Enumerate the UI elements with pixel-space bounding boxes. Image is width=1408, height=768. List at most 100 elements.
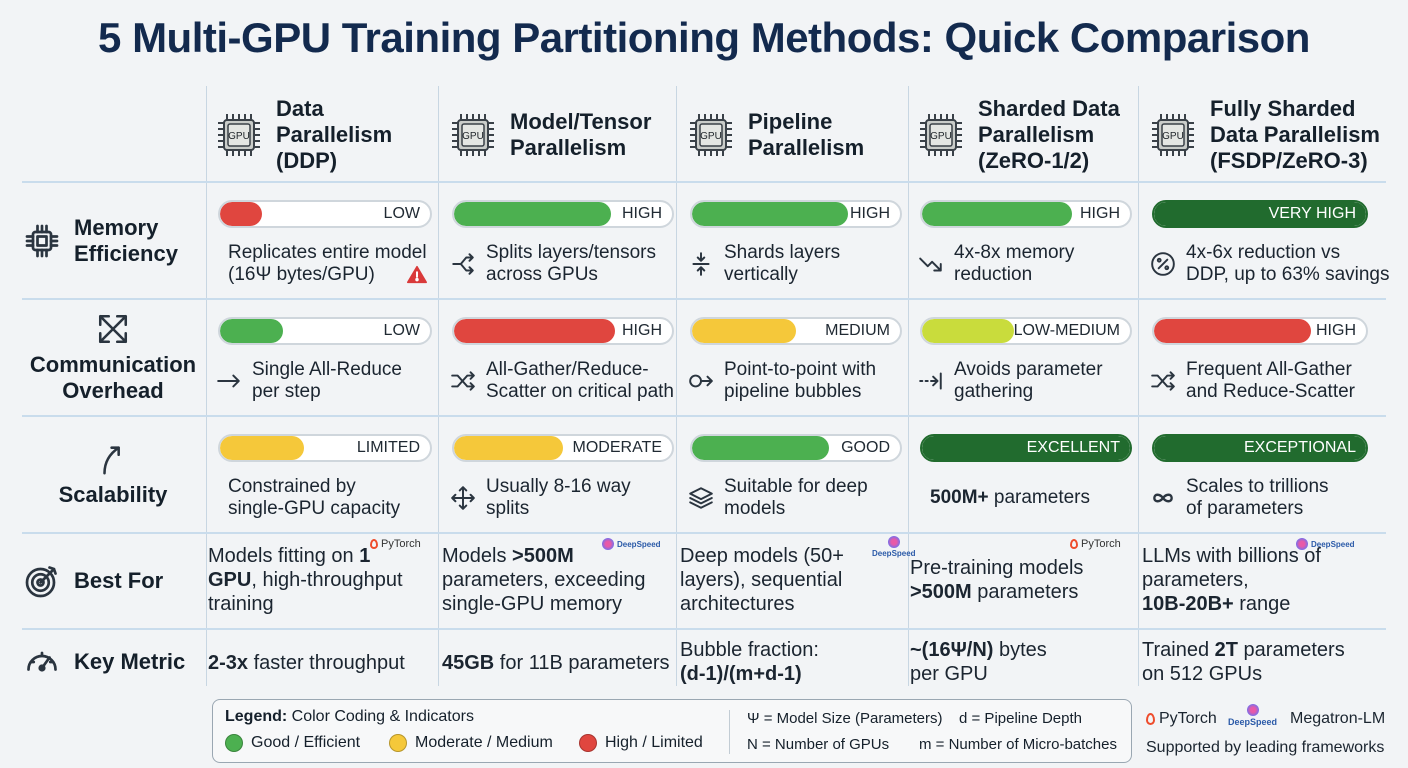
legend: Legend: Color Coding & Indicators Good /…: [212, 699, 1132, 763]
scalability-level-bar: GOOD: [690, 434, 902, 462]
bar-label: MODERATE: [572, 439, 662, 456]
key-metric-cell: 2-3x faster throughput: [208, 652, 405, 674]
svg-text:GPU: GPU: [1162, 131, 1184, 142]
key-metric-cell: ~(16Ψ/N) bytes per GPU: [910, 639, 1047, 685]
shuffle-icon: [451, 371, 475, 391]
gpu-chip-icon: GPU: [452, 114, 494, 156]
legend-color-dot: [389, 734, 407, 752]
row-header-best-for: Best For: [24, 534, 202, 628]
communication-description: All-Gather/Reduce- Scatter on critical pa…: [450, 355, 674, 407]
frameworks-caption: Supported by leading frameworks: [1146, 739, 1385, 756]
column-title: Data Parallelism (DDP): [276, 96, 393, 173]
page-title: 5 Multi-GPU Training Partitioning Method…: [98, 14, 1310, 61]
memory-description: Replicates entire model (16Ψ bytes/GPU): [228, 242, 427, 285]
scalability-description: Constrained by single-GPU capacity: [228, 476, 401, 519]
deepspeed-logo-icon: [602, 538, 614, 550]
bar-fill: [922, 202, 1072, 226]
legend-symbol-n: N = Number of GPUs: [747, 736, 890, 753]
bar-fill: [1154, 319, 1311, 343]
memory-level-bar: VERY HIGH: [1152, 200, 1368, 228]
bar-label: VERY HIGH: [1268, 205, 1356, 222]
pytorch-logo: PyTorch: [1070, 538, 1121, 550]
scalability-level-bar: MODERATE: [452, 434, 674, 462]
deepspeed-logo-icon: [1246, 704, 1259, 716]
legend-symbol-psi: Ψ = Model Size (Parameters): [747, 710, 943, 727]
gauge-icon: [27, 651, 57, 672]
bar-label: LIMITED: [356, 439, 420, 456]
svg-text:GPU: GPU: [462, 131, 484, 142]
gpu-chip-icon: GPU: [920, 114, 962, 156]
bar-label: HIGH: [1316, 322, 1356, 339]
key-metric-cell: 45GB for 11B parameters: [442, 652, 670, 674]
deepspeed-logo-icon: [887, 536, 900, 548]
communication-level-bar: MEDIUM: [690, 317, 902, 345]
deepspeed-logo-icon: [1296, 538, 1308, 550]
deepspeed-logo: DeepSpeed: [1296, 538, 1355, 550]
legend-item-moderate: Moderate / Medium: [389, 734, 553, 752]
column-header-4: GPU Sharded Data Parallelism (ZeRO-1/2): [918, 92, 1120, 178]
memory-description: 4x-6x reduction vs DDP, up to 63% savings: [1150, 238, 1390, 290]
bar-fill: [220, 319, 283, 343]
column-header-5: GPU Fully Sharded Data Parallelism (FSDP/Ze…: [1150, 92, 1380, 178]
best-for-cell: Deep models (50+ layers), sequential archi…: [680, 545, 844, 615]
legend-item-good: Good / Efficient: [225, 734, 360, 752]
bar-label: GOOD: [841, 439, 890, 456]
legend-color-dot: [225, 734, 243, 752]
memory-description: 4x-8x memory reduction: [918, 238, 1074, 290]
column-header-1: GPU Data Parallelism (DDP): [216, 92, 392, 178]
chip-icon: [25, 224, 59, 257]
column-header-2: GPU Model/Tensor Parallelism: [450, 92, 651, 178]
bar-fill: [1154, 436, 1366, 460]
legend-symbol-d: d = Pipeline Depth: [959, 710, 1083, 727]
layers-icon: [689, 487, 713, 509]
legend-symbol-m: m = Number of Micro-batches: [919, 736, 1117, 753]
framework-deepspeed: DeepSpeed: [1228, 704, 1277, 727]
best-for-cell: Models >500M parameters, exceeding single-…: [442, 545, 646, 615]
best-for-cell: LLMs with billions of parameters, 10B-20B+…: [1142, 545, 1321, 615]
scalability-description: 500M+ parameters: [930, 487, 1090, 508]
row-label: Best For: [74, 568, 164, 593]
best-for-cell: Pre-training models >500M parameters: [910, 557, 1084, 603]
framework-megatron: Megatron-LM: [1290, 710, 1386, 727]
target-icon: [25, 566, 57, 598]
bar-fill: [692, 202, 848, 226]
row-label: Key Metric: [74, 649, 186, 674]
communication-description: Point-to-point with pipeline bubbles: [688, 355, 876, 407]
expand-arrows-icon: [451, 486, 475, 510]
legend-title: Legend: Color Coding & Indicators: [225, 708, 474, 725]
bar-fill: [1154, 202, 1366, 226]
trend-down-icon: [919, 257, 942, 272]
bar-fill: [454, 202, 611, 226]
svg-text:GPU: GPU: [700, 131, 722, 142]
bar-label: LOW-MEDIUM: [1013, 322, 1120, 339]
deepspeed-logo: DeepSpeed: [602, 538, 661, 550]
vertical-split-icon: [692, 252, 710, 276]
gpu-chip-icon: GPU: [1152, 114, 1194, 156]
warning-icon: [407, 265, 427, 284]
split-arrow-icon: [452, 253, 474, 275]
bar-label: HIGH: [1080, 205, 1120, 222]
pytorch-logo: PyTorch: [370, 538, 421, 550]
bar-fill: [692, 436, 830, 460]
bar-label: HIGH: [622, 205, 662, 222]
scalability-description: Suitable for deep models: [688, 472, 868, 524]
crossed-arrows-icon: [98, 314, 128, 343]
row-header-communication-overhead: Communication Overhead: [24, 300, 202, 415]
row-header-key-metric: Key Metric: [24, 630, 202, 694]
communication-level-bar: HIGH: [452, 317, 674, 345]
arrow-right-icon: [217, 374, 240, 388]
point-arrow-icon: [689, 374, 713, 388]
bar-fill: [922, 436, 1130, 460]
shuffle-icon: [1151, 371, 1175, 391]
bar-fill: [454, 319, 616, 343]
key-metric-cell: Bubble fraction: (d-1)/(m+d-1): [680, 639, 819, 685]
legend-color-dot: [579, 734, 597, 752]
bar-label: MEDIUM: [825, 322, 890, 339]
bar-label: EXCEPTIONAL: [1243, 439, 1356, 456]
row-label: Communication Overhead: [29, 351, 197, 403]
bar-fill: [692, 319, 796, 343]
row-label: Memory Efficiency: [74, 214, 178, 266]
bar-label: EXCELLENT: [1026, 439, 1120, 456]
gpu-chip-icon: GPU: [218, 114, 260, 156]
column-title: Model/Tensor Parallelism: [510, 109, 652, 160]
